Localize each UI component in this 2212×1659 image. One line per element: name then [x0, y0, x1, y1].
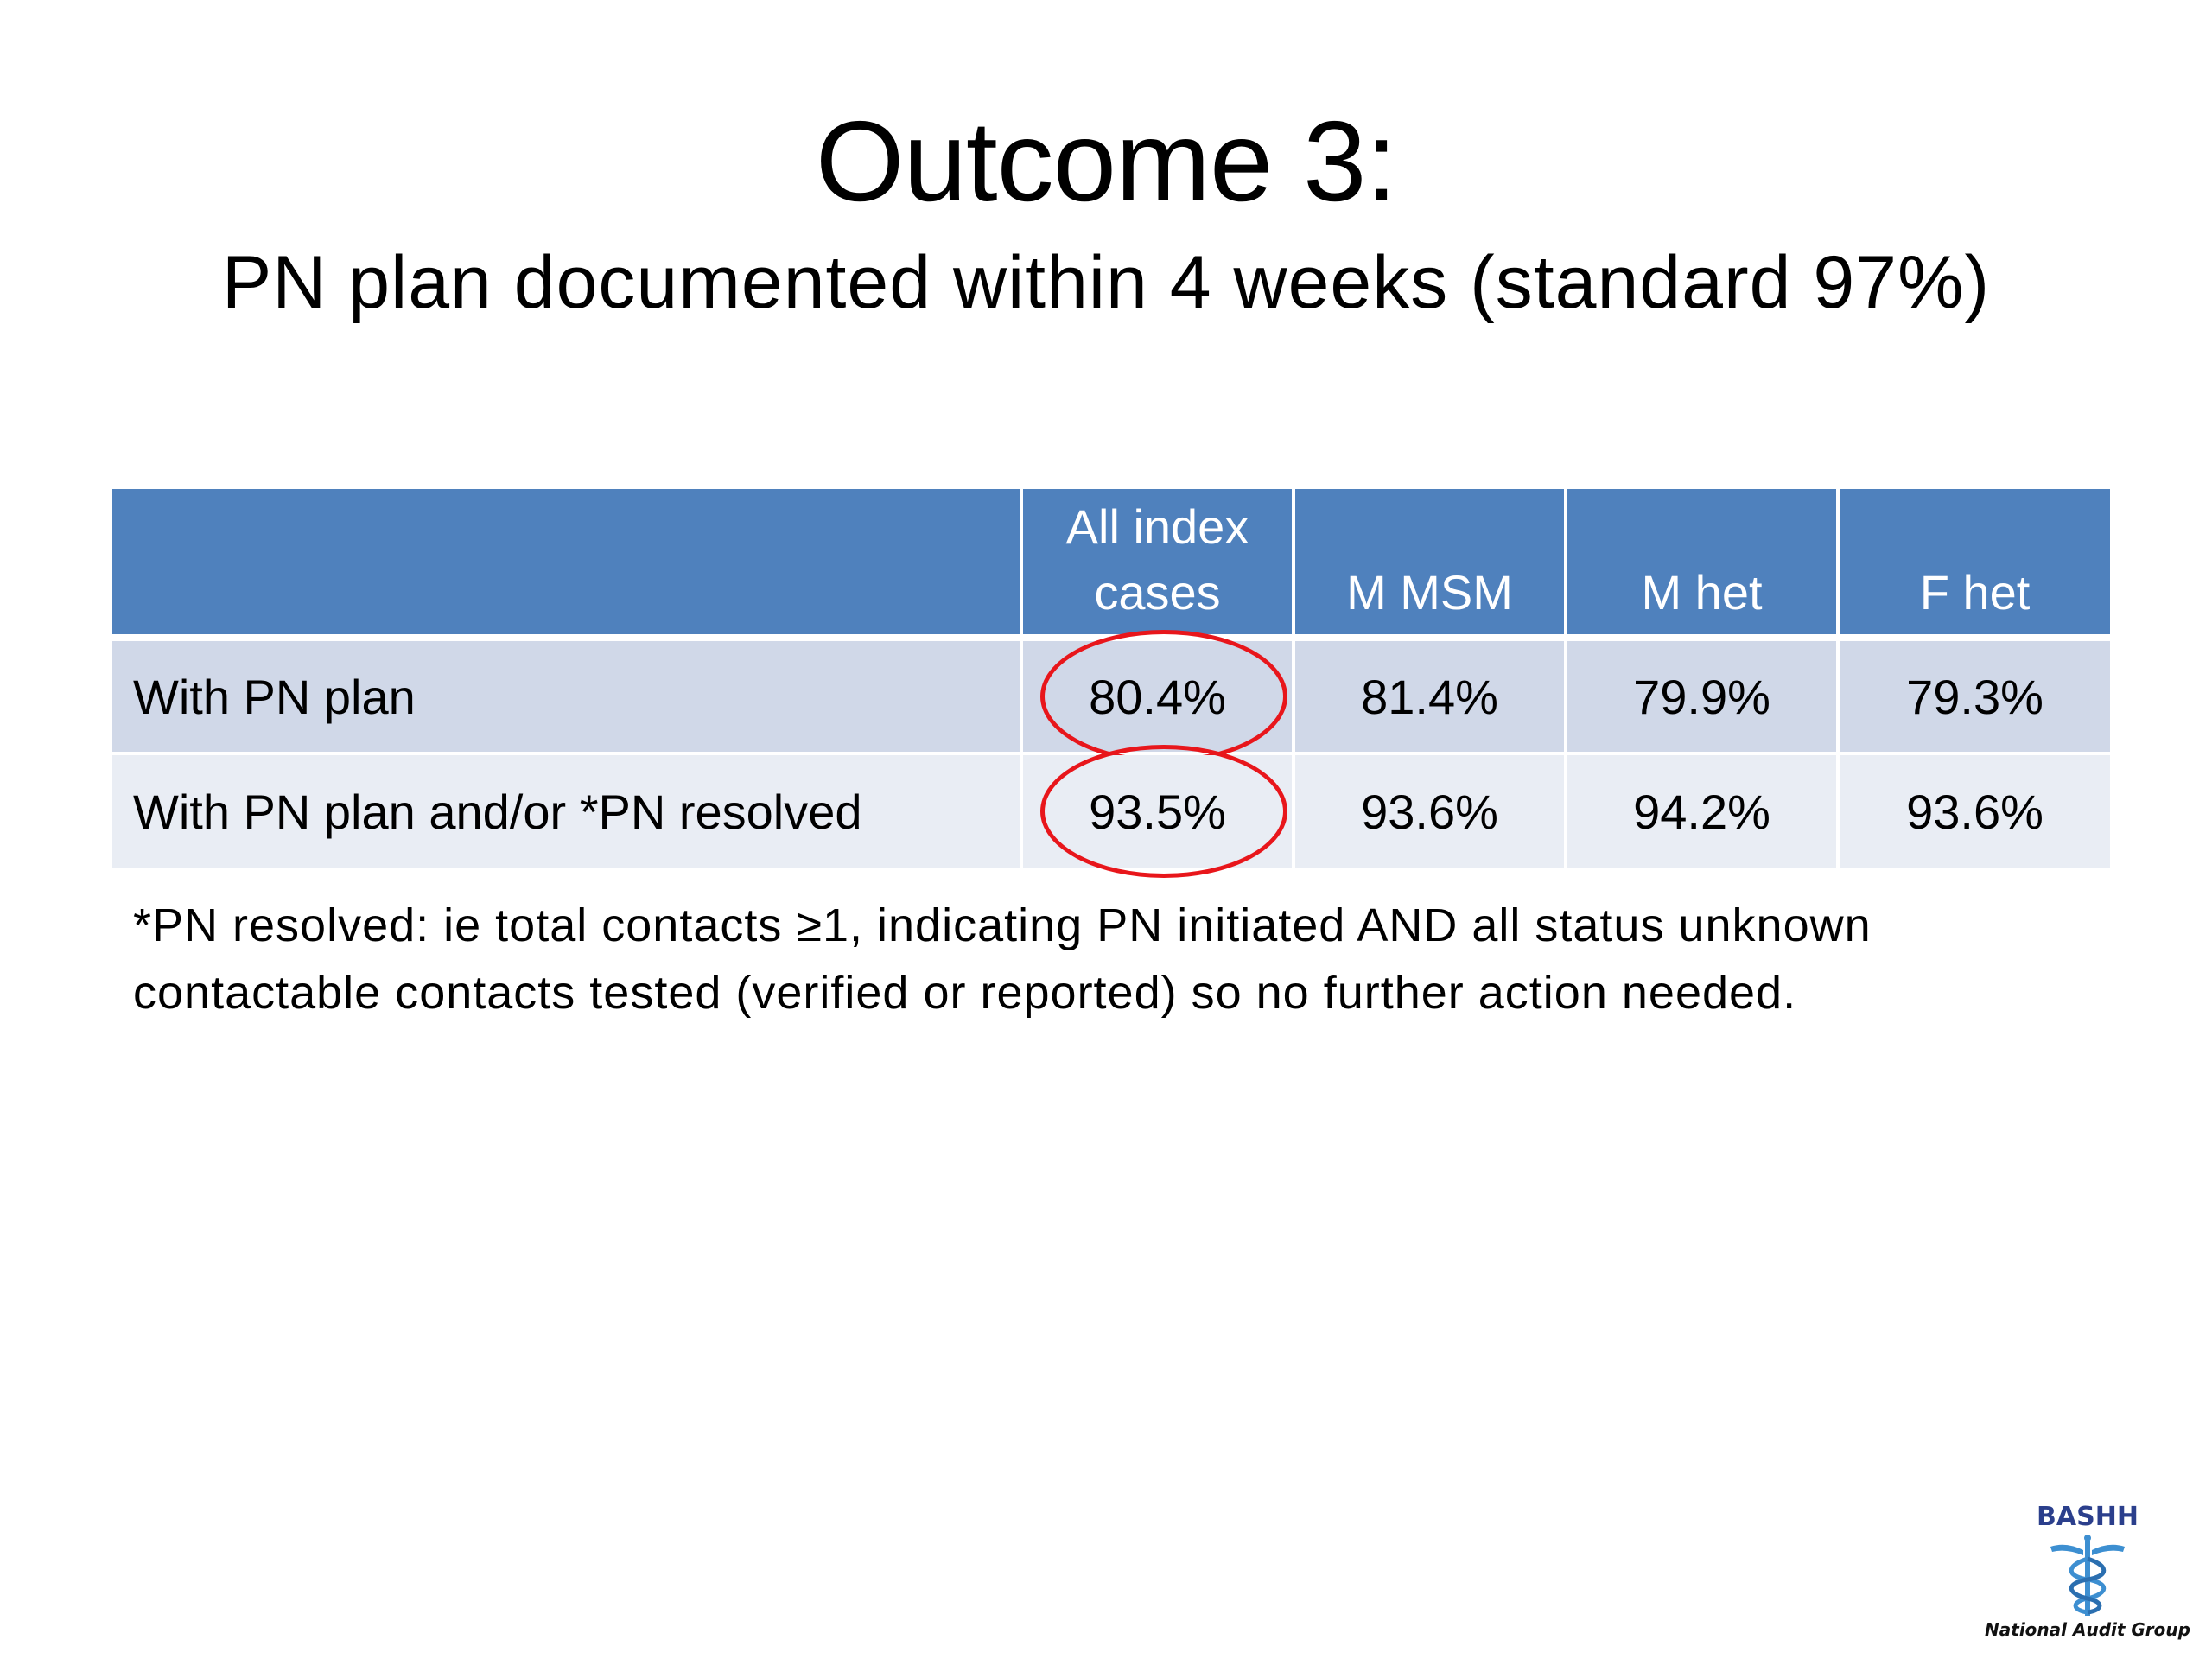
cell-m-msm: 93.6% [1294, 753, 1567, 871]
table-header-row: All index cases M MSM M het F het [112, 489, 2110, 641]
cell-all-index-cases: 80.4% [1021, 630, 1295, 763]
slide-title: Outcome 3: [815, 98, 1397, 225]
logo-name: BASHH [2037, 1502, 2139, 1532]
header-all-index-cases: All index cases [1021, 489, 1295, 641]
footnote: *PN resolved: ie total contacts ≥1, indi… [133, 892, 2120, 1027]
cell-value: 93.5% [1089, 784, 1226, 839]
slide-subtitle: PN plan documented within 4 weeks (stand… [221, 241, 1991, 324]
outcome-table: All index cases M MSM M het F het With P… [112, 489, 2110, 878]
bashh-logo: BASHH National Audit Group [1975, 1502, 2200, 1656]
caduceus-icon [2050, 1535, 2125, 1616]
table-row: With PN plan and/or *PN resolved 93.5% 9… [112, 745, 2110, 878]
cell-all-index-cases: 93.5% [1021, 745, 1295, 878]
cell-f-het: 79.3% [1838, 638, 2110, 755]
row-label-with-pn-plan-or-resolved: With PN plan and/or *PN resolved [112, 753, 1023, 871]
header-m-het: M het [1566, 489, 1840, 641]
row-label-with-pn-plan: With PN plan [112, 638, 1023, 755]
cell-m-msm: 81.4% [1294, 638, 1567, 755]
cell-m-het: 79.9% [1566, 638, 1840, 755]
table-row: With PN plan 80.4% 81.4% 79.9% 79.3% [112, 630, 2110, 763]
header-f-het: F het [1838, 489, 2110, 641]
cell-m-het: 94.2% [1566, 753, 1840, 871]
logo-caption: National Audit Group [1985, 1619, 2190, 1640]
header-empty [112, 489, 1023, 641]
cell-value: 80.4% [1089, 669, 1226, 724]
cell-f-het: 93.6% [1838, 753, 2110, 871]
outcome-table-container: All index cases M MSM M het F het With P… [112, 489, 2110, 878]
footnote-line-1: *PN resolved: ie total contacts ≥1, indi… [133, 899, 1872, 951]
footnote-line-2: contactable contacts tested (verified or… [133, 967, 1797, 1019]
header-m-msm: M MSM [1294, 489, 1567, 641]
